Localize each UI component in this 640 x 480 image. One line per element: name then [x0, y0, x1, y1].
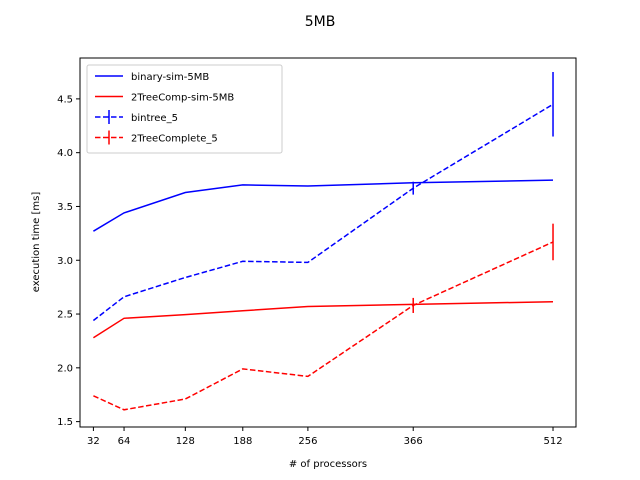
series-bintree_5: [92, 71, 554, 322]
series-line: [92, 300, 554, 339]
plot-frame: [79, 57, 577, 428]
series-line: [93, 179, 554, 232]
y-tick-label: 3.0: [57, 256, 73, 267]
series-layer: [92, 71, 554, 411]
y-tick-label: 4.0: [57, 148, 73, 159]
x-tick-label: 32: [87, 436, 100, 447]
y-tick-label: 2.0: [57, 363, 73, 374]
y-axis-label: execution time [ms]: [31, 192, 42, 293]
x-tick-label: 512: [543, 436, 562, 447]
legend: binary-sim-5MB 2TreeComp-sim-5MB bintree_5…: [86, 64, 283, 154]
x-tick-label: 256: [298, 436, 317, 447]
series-2TreeComplete_5: [93, 223, 554, 411]
chart-title: 5MB: [305, 14, 336, 30]
x-tick-label: 128: [176, 436, 195, 447]
y-tick-label: 4.5: [57, 94, 73, 105]
series-2TreeComp-sim-5MB: [92, 300, 554, 339]
legend-box: [86, 64, 283, 154]
series-line: [93, 241, 554, 411]
y-tick-label: 3.5: [57, 202, 73, 213]
y-tick-label: 1.5: [57, 417, 73, 428]
x-tick-label: 188: [233, 436, 252, 447]
legend-label: 2TreeComp-sim-5MB: [131, 93, 234, 104]
legend-entries: binary-sim-5MB 2TreeComp-sim-5MB bintree_5…: [95, 72, 234, 145]
y-tick-label: 2.5: [57, 310, 73, 321]
legend-label: bintree_5: [131, 113, 178, 124]
legend-label: 2TreeComplete_5: [131, 134, 218, 145]
x-tick-label: 366: [404, 436, 423, 447]
legend-label: binary-sim-5MB: [131, 72, 209, 83]
x-tick-label: 64: [118, 436, 131, 447]
ticks-layer: 32 64 128 188 256 366 512 1.5 2.0 2.5 3.0 3.5 4.0 4.5: [57, 94, 562, 447]
series-binary-sim-5MB: [93, 179, 554, 232]
x-axis-label: # of processors: [289, 459, 367, 470]
